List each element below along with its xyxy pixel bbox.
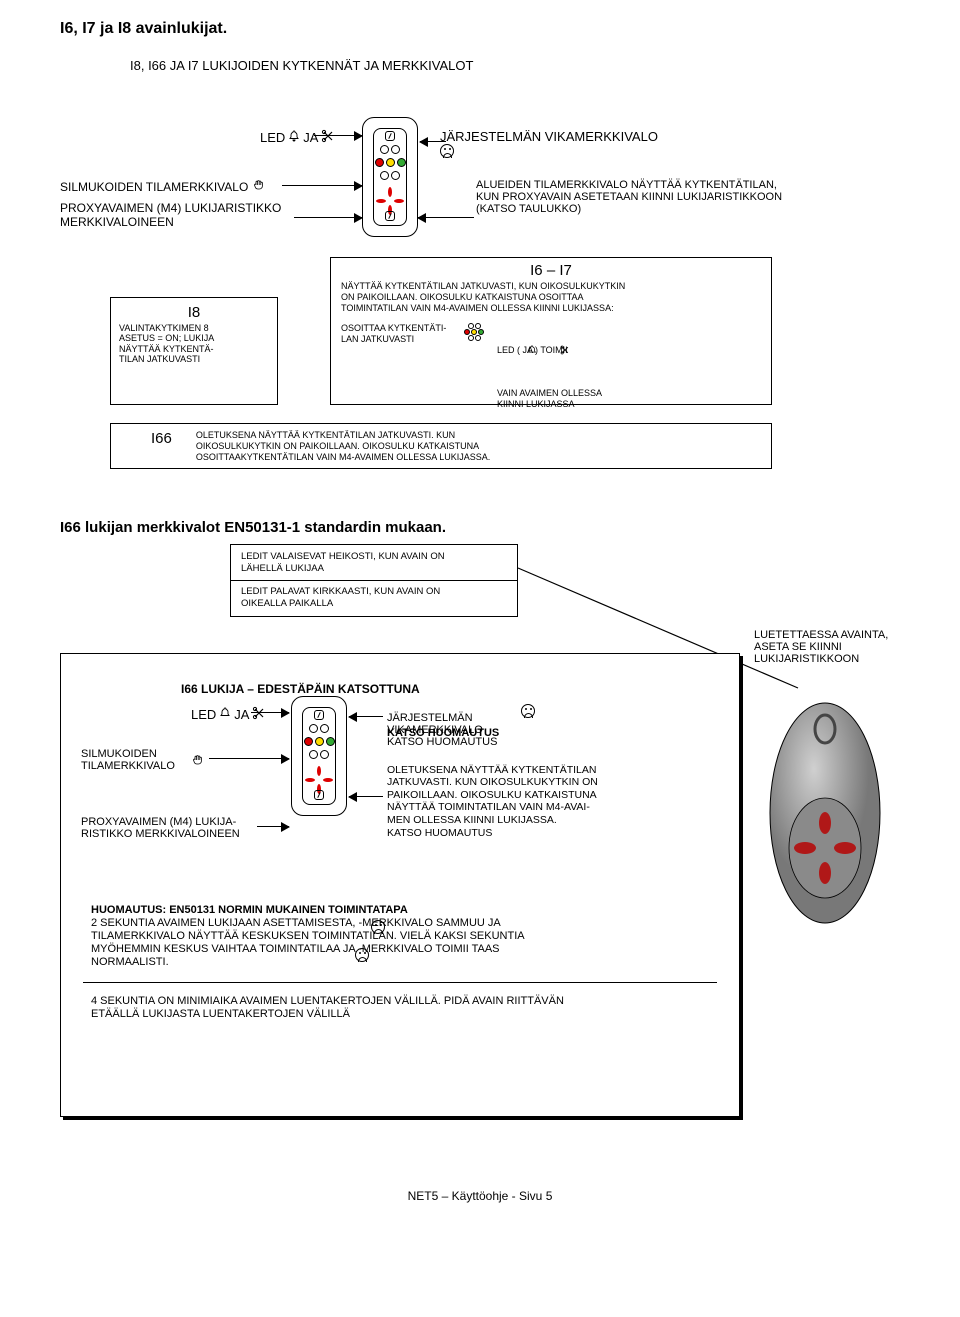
panel: I66 LUKIJA – EDESTÄPÄIN KATSOTTUNA LED J…	[60, 653, 740, 1117]
i6i7-sub-left: OSOITTAA KYTKENTÄTI- LAN JATKUVASTI	[341, 323, 451, 345]
arrow	[349, 716, 383, 717]
i66-text: OLETUKSENA NÄYTTÄÄ KYTKENTÄTILAN JATKUVA…	[196, 430, 490, 462]
sad-face-icon-4	[355, 948, 369, 962]
page-footer: NET5 – Käyttöohje - Sivu 5	[60, 1189, 900, 1203]
i6i7-para1: NÄYTTÄÄ KYTKENTÄTILAN JATKUVASTI, KUN OI…	[341, 281, 761, 313]
bell-icon-small	[527, 334, 537, 358]
callout-box: LEDIT VALAISEVAT HEIKOSTI, KUN AVAIN ON …	[230, 544, 518, 617]
led-label: LED	[260, 130, 285, 145]
arrow-right-3	[294, 217, 362, 218]
upper-diagram: LED JA JÄRJESTELMÄN VIKAMERKKIVALO SILMU…	[60, 89, 880, 469]
arrow-right	[314, 135, 362, 136]
section2-heading: I66 lukijan merkkivalot EN50131-1 standa…	[60, 519, 900, 536]
i6i7-sub-right2: VAIN AVAIMEN OLLESSA KIINNI LUKIJASSA	[497, 388, 602, 409]
note-para2: 4 SEKUNTIA ON MINIMIAIKA AVAIMEN LUENTAK…	[91, 995, 709, 1021]
fob-label: LUETETTAESSA AVAINTA, ASETA SE KIINNI LU…	[754, 629, 888, 665]
scissors-icon-2	[252, 706, 266, 723]
inner-para: OLETUKSENA NÄYTTÄÄ KYTKENTÄTILAN JATKUVA…	[387, 764, 598, 840]
i8-heading: I8	[119, 304, 269, 321]
arrow-left-2	[418, 217, 474, 218]
sad-face-icon-3	[371, 920, 385, 934]
scissors-icon-small	[560, 334, 570, 358]
bell-icon	[288, 130, 300, 145]
arrow-left	[420, 141, 446, 142]
page-title: I6, I7 ja I8 avainlukijat.	[60, 20, 900, 38]
hand-icon	[252, 179, 265, 195]
section1-heading: I8, I66 JA I7 LUKIJOIDEN KYTKENNÄT JA ME…	[130, 58, 900, 73]
callout-line2: LEDIT PALAVAT KIRKKAASTI, KUN AVAIN ON O…	[241, 586, 507, 610]
hand-icon-2	[191, 754, 204, 770]
panel-title: I66 LUKIJA – EDESTÄPÄIN KATSOTTUNA	[181, 682, 739, 696]
key-fob	[750, 693, 900, 923]
i6i7-heading: I6 – I7	[341, 262, 761, 279]
arrow-right-2	[282, 185, 362, 186]
i66-label: I66	[121, 430, 172, 462]
mini-leds	[461, 323, 487, 341]
sad-face-icon-2	[521, 704, 535, 718]
reader-device	[362, 117, 418, 237]
note-heading: HUOMAUTUS: EN50131 NORMIN MUKAINEN TOIMI…	[91, 904, 408, 916]
i8-box: I8 VALINTAKYTKIMEN 8 ASETUS = ON; LUKIJA…	[110, 297, 278, 405]
callout-line1: LEDIT VALAISEVAT HEIKOSTI, KUN AVAIN ON …	[241, 551, 507, 575]
ja-label: JA	[303, 130, 318, 145]
arrow	[257, 826, 289, 827]
reader-device-2	[291, 696, 347, 816]
loop-status-label: SILMUKOIDEN TILAMERKKIVALO	[60, 180, 248, 194]
arrow	[251, 712, 289, 713]
sad-face-icon	[440, 144, 454, 158]
i8-text: VALINTAKYTKIMEN 8 ASETUS = ON; LUKIJA NÄ…	[119, 323, 269, 364]
i6i7-box: I6 – I7 NÄYTTÄÄ KYTKENTÄTILAN JATKUVASTI…	[330, 257, 772, 405]
arrow	[209, 758, 289, 759]
proxy-m4-2: PROXYAVAIMEN (M4) LUKIJA- RISTIKKO MERKK…	[81, 816, 240, 840]
arrow	[349, 796, 383, 797]
sil-tila-2: SILMUKOIDEN TILAMERKKIVALO	[81, 748, 175, 772]
ja-label-2: JA	[234, 707, 249, 722]
i66-box: I66 OLETUKSENA NÄYTTÄÄ KYTKENTÄTILAN JAT…	[110, 423, 772, 469]
led-label-2: LED	[191, 707, 216, 722]
scissors-icon	[321, 129, 335, 146]
lower-diagram: LUETETTAESSA AVAINTA, ASETA SE KIINNI LU…	[60, 629, 910, 1149]
note-para1: 2 SEKUNTIA AVAIMEN LUKIJAAN ASETTAMISEST…	[91, 917, 709, 970]
sys-fault-label: JÄRJESTELMÄN VIKAMERKKIVALO	[440, 129, 658, 144]
bell-icon-2	[219, 707, 231, 722]
proxy-m4-label: PROXYAVAIMEN (M4) LUKIJARISTIKKO MERKKIV…	[60, 201, 281, 229]
areas-label: ALUEIDEN TILAMERKKIVALO NÄYTTÄÄ KYTKENTÄ…	[476, 179, 782, 215]
